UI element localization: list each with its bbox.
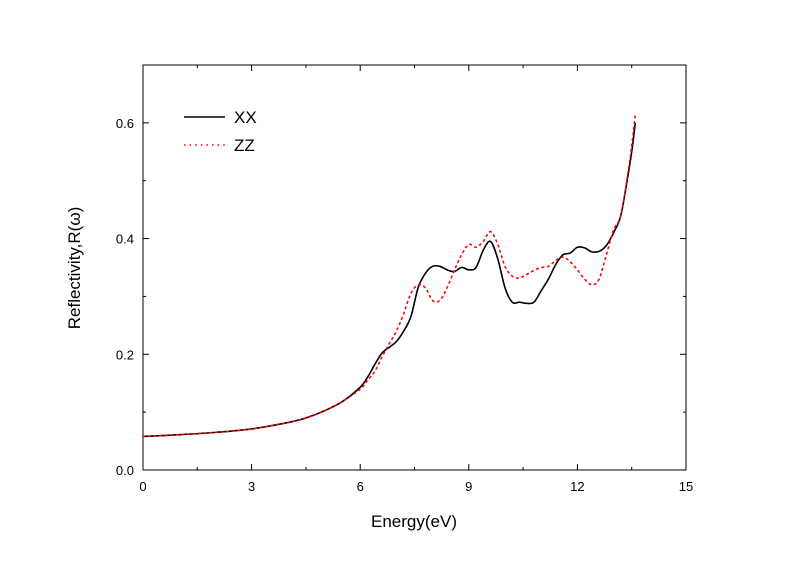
x-tick-label: 12: [570, 479, 584, 494]
x-axis-title: Energy(eV): [371, 512, 457, 531]
legend-label-xx: XX: [234, 108, 257, 127]
x-tick-label: 3: [248, 479, 255, 494]
y-tick-label: 0.0: [116, 463, 134, 478]
x-tick-label: 6: [357, 479, 364, 494]
legend-label-zz: ZZ: [234, 136, 255, 155]
y-tick-label: 0.4: [116, 232, 134, 247]
series-line-zz: [142, 113, 637, 438]
axis-ticks: 0 3 6 9 12 15 0.0 0.2 0.4 0.6: [116, 65, 693, 494]
x-tick-label: 9: [465, 479, 472, 494]
y-axis-title: Reflectivity,R(ω): [65, 207, 84, 330]
x-tick-label: 15: [679, 479, 693, 494]
series-lines: [142, 113, 637, 438]
legend: XX ZZ: [184, 108, 257, 155]
plot-frame: [142, 64, 687, 471]
y-tick-label: 0.2: [116, 347, 134, 362]
y-tick-label: 0.6: [116, 116, 134, 131]
x-tick-label: 0: [139, 479, 146, 494]
series-line-xx: [142, 122, 637, 438]
